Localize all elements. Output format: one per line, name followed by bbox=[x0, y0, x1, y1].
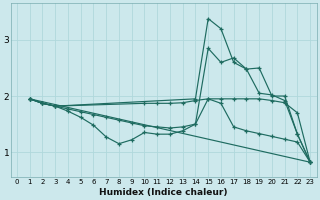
X-axis label: Humidex (Indice chaleur): Humidex (Indice chaleur) bbox=[99, 188, 228, 197]
